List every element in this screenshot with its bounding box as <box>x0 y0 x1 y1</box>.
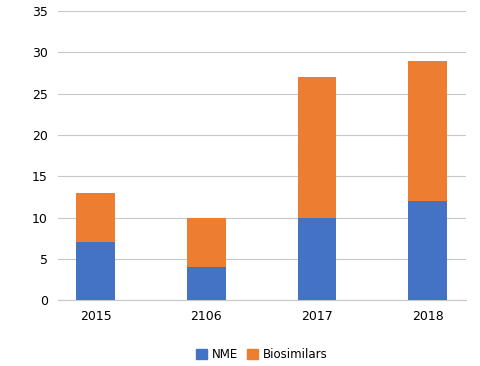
Bar <box>298 77 336 217</box>
Legend: NME, Biosimilars: NME, Biosimilars <box>192 344 332 366</box>
Bar <box>298 217 336 300</box>
Bar <box>76 193 115 242</box>
Bar <box>408 201 447 300</box>
Bar <box>76 242 115 300</box>
Bar <box>187 267 226 300</box>
Bar <box>187 217 226 267</box>
Bar <box>408 60 447 201</box>
